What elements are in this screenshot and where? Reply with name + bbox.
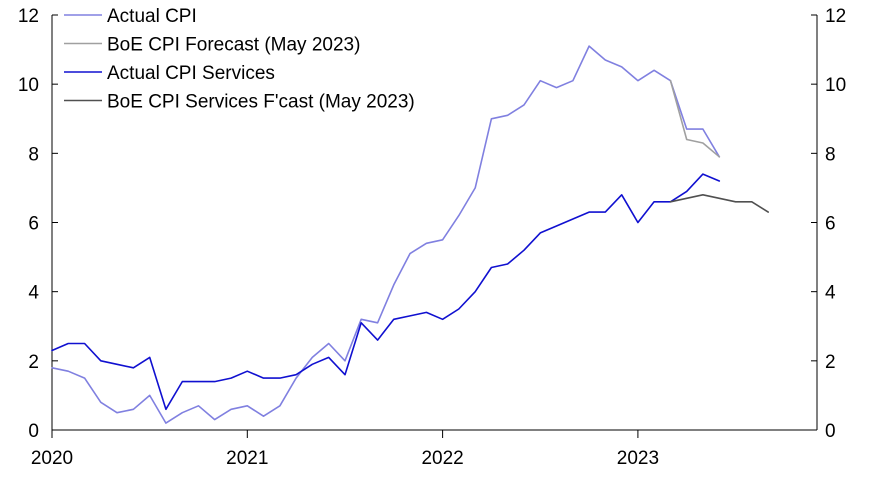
series-line-3 [51,173,721,411]
chart-legend: Actual CPI BoE CPI Forecast (May 2023) Act… [64,6,415,113]
series-line-4 [669,194,770,213]
legend-label-2: BoE CPI Forecast (May 2023) [107,35,360,56]
legend-label-1: Actual CPI [107,6,197,27]
chart-axes: 0 2 4 6 8 10 12 0 2 4 6 8 10 12 2020 2021 2022 2023 [18,6,846,469]
y-tick-label-left: 12 [18,6,39,27]
legend-label-4: BoE CPI Services F'cast (May 2023) [107,92,415,113]
y-tick-label-right: 6 [825,214,836,235]
chart-series-layer [51,45,770,424]
legend-label-3: Actual CPI Services [107,63,275,84]
x-tick-label: 2020 [31,448,73,469]
y-tick-label-left: 6 [28,214,39,235]
x-tick-label: 2023 [617,448,659,469]
y-tick-label-right: 10 [825,75,846,96]
y-tick-label-right: 2 [825,352,836,373]
y-tick-label-left: 2 [28,352,39,373]
y-tick-label-right: 12 [825,6,846,27]
y-tick-label-left: 8 [28,144,39,165]
y-tick-label-left: 4 [28,283,39,304]
y-tick-label-left: 10 [18,75,39,96]
y-tick-label-right: 0 [825,421,836,442]
x-tick-label: 2021 [226,448,268,469]
y-tick-label-right: 8 [825,144,836,165]
y-tick-label-left: 0 [28,421,39,442]
x-tick-label: 2022 [421,448,463,469]
series-line-2 [669,79,721,158]
series-line-1 [51,45,721,424]
y-tick-label-right: 4 [825,283,836,304]
